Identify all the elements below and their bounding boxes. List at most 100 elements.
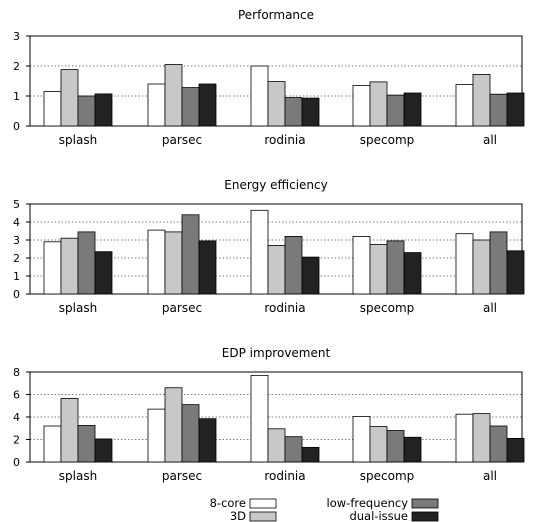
y-tick-label: 1 — [13, 270, 20, 283]
bar-low-frequency-specomp — [386, 94, 405, 127]
bar-8-core-splash — [43, 425, 62, 463]
category-label: specomp — [360, 301, 415, 315]
chart-title: Performance — [238, 8, 314, 22]
bar-low-frequency-parsec — [181, 214, 200, 295]
bar-dual-issue-splash — [94, 251, 113, 295]
legend-label-8-core: 8-core — [210, 496, 246, 510]
bar-8-core-all — [455, 233, 474, 295]
category-label: parsec — [162, 469, 202, 483]
bar-dual-issue-all — [506, 92, 525, 127]
bar-8-core-splash — [43, 241, 62, 295]
category-label: splash — [59, 301, 97, 315]
bar-dual-issue-splash — [94, 93, 113, 127]
bar-dual-issue-rodinia — [301, 446, 320, 463]
bar-dual-issue-rodinia — [301, 97, 320, 127]
category-label: rodinia — [264, 469, 305, 483]
bar-low-frequency-specomp — [386, 240, 405, 295]
bar-8-core-rodinia — [250, 209, 269, 295]
category-label: rodinia — [264, 301, 305, 315]
y-tick-label: 2 — [13, 434, 20, 447]
bar-8-core-all — [455, 413, 474, 463]
bar-dual-issue-specomp — [403, 92, 422, 127]
y-tick-label: 4 — [13, 411, 20, 424]
bar-low-frequency-all — [489, 93, 508, 127]
y-tick-label: 2 — [13, 252, 20, 265]
category-label: rodinia — [264, 133, 305, 147]
category-label: specomp — [360, 469, 415, 483]
bar-dual-issue-parsec — [198, 240, 217, 295]
category-label: all — [483, 469, 497, 483]
legend-swatch-dual-issue — [411, 511, 439, 522]
bar-8-core-parsec — [147, 83, 166, 127]
bar-3D-all — [472, 239, 491, 295]
bar-dual-issue-parsec — [198, 83, 217, 127]
y-tick-label: 2 — [13, 60, 20, 73]
y-tick-label: 4 — [13, 216, 20, 229]
category-label: splash — [59, 133, 97, 147]
bar-3D-specomp — [369, 244, 388, 295]
category-label: splash — [59, 469, 97, 483]
bar-low-frequency-splash — [77, 231, 96, 295]
legend-label-low-frequency: low-frequency — [327, 496, 409, 510]
bar-3D-rodinia — [267, 244, 286, 295]
legend-swatch-low-frequency — [411, 498, 439, 509]
bar-dual-issue-parsec — [198, 418, 217, 463]
bar-low-frequency-rodinia — [284, 436, 303, 463]
y-tick-label: 0 — [13, 120, 20, 133]
bar-low-frequency-rodinia — [284, 97, 303, 127]
bar-low-frequency-all — [489, 231, 508, 295]
bar-3D-all — [472, 74, 491, 127]
bar-8-core-rodinia — [250, 374, 269, 463]
bar-8-core-splash — [43, 91, 62, 127]
chart-title: EDP improvement — [222, 346, 331, 360]
bar-3D-splash — [60, 237, 79, 295]
bar-dual-issue-splash — [94, 438, 113, 463]
legend-label-3D: 3D — [230, 509, 246, 522]
y-tick-label: 5 — [13, 198, 20, 211]
bar-3D-parsec — [164, 64, 183, 127]
bar-dual-issue-specomp — [403, 252, 422, 295]
bar-low-frequency-rodinia — [284, 235, 303, 295]
bar-3D-rodinia — [267, 428, 286, 463]
bar-8-core-parsec — [147, 408, 166, 463]
y-tick-label: 0 — [13, 288, 20, 301]
bar-low-frequency-splash — [77, 425, 96, 463]
bar-3D-splash — [60, 398, 79, 463]
bar-8-core-specomp — [352, 416, 371, 463]
bar-dual-issue-specomp — [403, 436, 422, 463]
legend-swatch-3D — [249, 511, 277, 522]
category-label: all — [483, 301, 497, 315]
bar-3D-parsec — [164, 387, 183, 463]
category-label: all — [483, 133, 497, 147]
bar-8-core-specomp — [352, 85, 371, 127]
category-label: parsec — [162, 133, 202, 147]
bar-8-core-parsec — [147, 229, 166, 295]
bar-3D-parsec — [164, 231, 183, 295]
bar-8-core-rodinia — [250, 65, 269, 127]
bar-8-core-specomp — [352, 235, 371, 295]
bar-low-frequency-all — [489, 425, 508, 463]
y-tick-label: 6 — [13, 389, 20, 402]
category-label: specomp — [360, 133, 415, 147]
bar-low-frequency-parsec — [181, 404, 200, 463]
bar-3D-specomp — [369, 426, 388, 463]
bar-dual-issue-rodinia — [301, 256, 320, 295]
y-tick-label: 3 — [13, 30, 20, 43]
bar-low-frequency-parsec — [181, 87, 200, 127]
bar-3D-rodinia — [267, 81, 286, 127]
bar-dual-issue-all — [506, 250, 525, 295]
y-tick-label: 0 — [13, 456, 20, 469]
chart-title: Energy efficiency — [224, 178, 327, 192]
legend-label-dual-issue: dual-issue — [349, 509, 408, 522]
bar-dual-issue-all — [506, 437, 525, 463]
legend-swatch-8-core — [249, 498, 277, 509]
y-tick-label: 1 — [13, 90, 20, 103]
bar-low-frequency-specomp — [386, 430, 405, 463]
bar-8-core-all — [455, 84, 474, 127]
bar-3D-splash — [60, 69, 79, 127]
bar-3D-specomp — [369, 81, 388, 127]
y-tick-label: 8 — [13, 366, 20, 379]
bar-3D-all — [472, 413, 491, 463]
y-tick-label: 3 — [13, 234, 20, 247]
